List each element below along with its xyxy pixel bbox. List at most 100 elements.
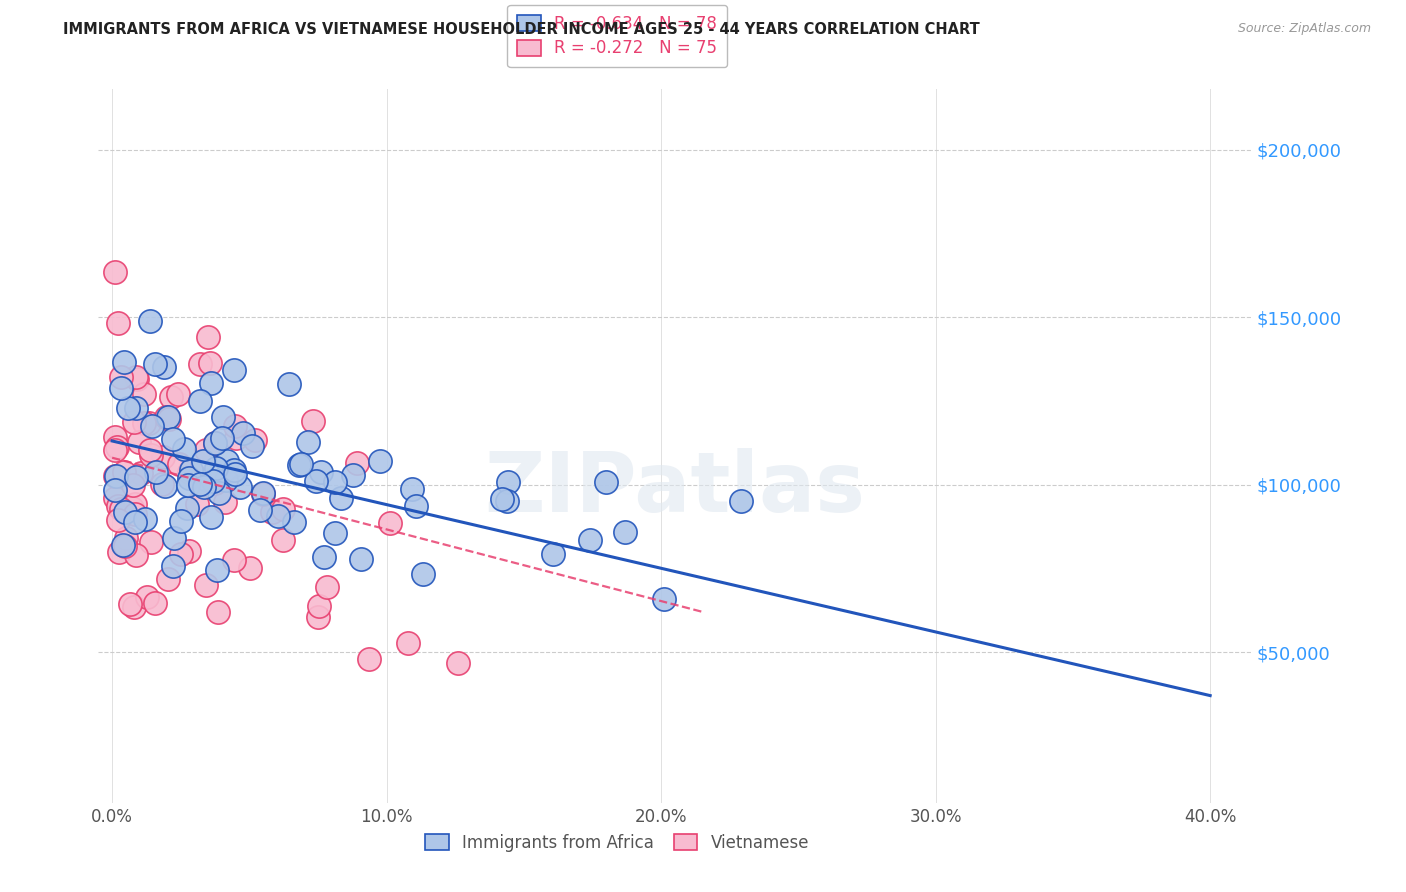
- Point: [132, 387, 155, 401]
- Point: [195, 578, 218, 592]
- Point: [396, 635, 419, 649]
- Point: [297, 434, 319, 449]
- Point: [308, 599, 330, 613]
- Point: [315, 580, 337, 594]
- Point: [157, 409, 180, 424]
- Point: [124, 415, 146, 429]
- Point: [188, 394, 211, 409]
- Point: [190, 476, 212, 491]
- Point: [104, 265, 127, 279]
- Point: [134, 512, 156, 526]
- Point: [104, 442, 127, 457]
- Point: [117, 401, 139, 416]
- Point: [613, 524, 636, 539]
- Point: [110, 501, 132, 516]
- Point: [139, 314, 162, 328]
- Point: [200, 509, 222, 524]
- Point: [329, 491, 352, 506]
- Point: [283, 515, 305, 529]
- Point: [271, 533, 294, 547]
- Point: [159, 390, 181, 404]
- Point: [107, 545, 129, 559]
- Point: [136, 590, 159, 604]
- Point: [188, 357, 211, 371]
- Point: [125, 548, 148, 562]
- Point: [595, 475, 617, 489]
- Point: [176, 500, 198, 515]
- Point: [124, 516, 146, 530]
- Point: [177, 465, 200, 479]
- Point: [307, 609, 329, 624]
- Point: [302, 414, 325, 428]
- Point: [262, 505, 284, 519]
- Point: [193, 480, 215, 494]
- Point: [346, 456, 368, 470]
- Point: [110, 370, 132, 384]
- Point: [252, 486, 274, 500]
- Point: [208, 485, 231, 500]
- Point: [122, 477, 145, 491]
- Point: [730, 494, 752, 508]
- Point: [155, 409, 177, 424]
- Point: [197, 330, 219, 344]
- Point: [652, 591, 675, 606]
- Point: [191, 453, 214, 467]
- Point: [124, 370, 146, 384]
- Point: [155, 479, 177, 493]
- Point: [114, 531, 136, 545]
- Point: [541, 547, 564, 561]
- Point: [579, 533, 602, 547]
- Point: [224, 467, 246, 481]
- Point: [202, 474, 225, 488]
- Legend: Immigrants from Africa, Vietnamese: Immigrants from Africa, Vietnamese: [419, 828, 815, 859]
- Point: [225, 431, 247, 445]
- Point: [183, 468, 205, 483]
- Point: [214, 495, 236, 509]
- Point: [378, 516, 401, 530]
- Point: [131, 466, 153, 480]
- Point: [228, 480, 250, 494]
- Point: [267, 509, 290, 524]
- Point: [162, 559, 184, 574]
- Point: [143, 357, 166, 371]
- Point: [170, 547, 193, 561]
- Point: [496, 475, 519, 489]
- Point: [104, 491, 127, 505]
- Point: [163, 531, 186, 545]
- Point: [134, 416, 156, 430]
- Point: [277, 377, 299, 392]
- Point: [239, 561, 262, 575]
- Point: [179, 544, 201, 558]
- Point: [166, 387, 188, 401]
- Point: [143, 596, 166, 610]
- Point: [350, 551, 373, 566]
- Point: [290, 457, 312, 471]
- Text: ZIPatlas: ZIPatlas: [485, 449, 865, 529]
- Point: [177, 471, 200, 485]
- Point: [245, 433, 267, 447]
- Point: [240, 439, 263, 453]
- Point: [323, 526, 346, 541]
- Point: [170, 514, 193, 528]
- Point: [105, 440, 128, 454]
- Point: [222, 553, 245, 567]
- Point: [342, 467, 364, 482]
- Point: [207, 605, 229, 619]
- Point: [139, 534, 162, 549]
- Point: [207, 563, 229, 577]
- Point: [104, 483, 127, 497]
- Point: [323, 475, 346, 490]
- Point: [125, 470, 148, 484]
- Point: [222, 362, 245, 376]
- Point: [114, 539, 136, 553]
- Point: [112, 465, 135, 479]
- Point: [200, 376, 222, 390]
- Point: [114, 355, 136, 369]
- Point: [105, 468, 128, 483]
- Point: [195, 473, 218, 487]
- Point: [204, 476, 226, 491]
- Point: [150, 477, 173, 491]
- Point: [215, 454, 238, 468]
- Point: [194, 443, 217, 458]
- Point: [180, 463, 202, 477]
